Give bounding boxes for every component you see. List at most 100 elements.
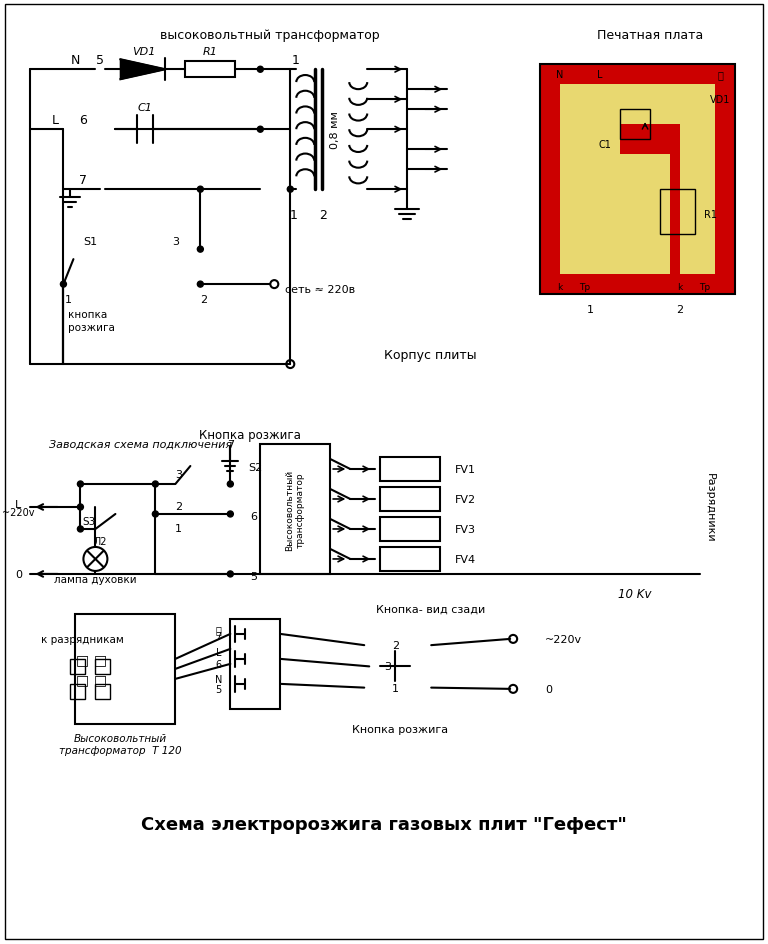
Circle shape	[257, 67, 263, 74]
Text: Высоковольтный
трансформатор  Т 120: Высоковольтный трансформатор Т 120	[59, 733, 182, 755]
Text: 1: 1	[291, 54, 300, 67]
Text: L: L	[598, 70, 603, 80]
Text: 2: 2	[200, 295, 207, 305]
Circle shape	[197, 247, 204, 253]
Text: S3: S3	[82, 516, 96, 527]
Text: ⏚: ⏚	[215, 624, 221, 634]
Text: 2: 2	[319, 209, 327, 222]
Text: Кнопка розжига: Кнопка розжига	[200, 428, 301, 441]
Text: 3: 3	[175, 469, 182, 480]
Text: лампа духовки: лампа духовки	[54, 574, 137, 584]
Bar	[230, 619, 280, 709]
Text: Схема электророзжига газовых плит "Гефест": Схема электророзжига газовых плит "Гефес…	[141, 815, 627, 833]
Bar	[260, 445, 330, 574]
Text: Высоковольтный
трансформатор: Высоковольтный трансформатор	[286, 469, 305, 550]
Text: Разрядники: Разрядники	[705, 473, 715, 542]
Text: Корпус плиты: Корпус плиты	[384, 348, 476, 362]
Text: 2: 2	[175, 501, 182, 512]
Text: Тр: Тр	[580, 282, 591, 292]
Polygon shape	[560, 85, 670, 275]
Polygon shape	[620, 85, 715, 126]
Text: 7: 7	[215, 632, 221, 641]
Text: □: □	[94, 652, 107, 666]
Text: C1: C1	[138, 103, 153, 113]
Bar	[71, 684, 85, 700]
Text: FV3: FV3	[455, 525, 476, 534]
Text: 10 Kv: 10 Kv	[618, 588, 652, 600]
Text: 7: 7	[79, 174, 88, 187]
Circle shape	[287, 187, 293, 193]
Circle shape	[227, 571, 233, 578]
Circle shape	[78, 504, 84, 511]
Text: S1: S1	[84, 237, 98, 247]
Text: кнопка: кнопка	[68, 310, 108, 320]
Circle shape	[197, 282, 204, 288]
Text: к разрядникам: к разрядникам	[41, 634, 124, 644]
Text: ~220v: ~220v	[2, 508, 35, 517]
Text: VD1: VD1	[131, 47, 155, 58]
Text: ~220v: ~220v	[545, 634, 582, 644]
Bar	[71, 659, 85, 674]
Text: R1: R1	[703, 210, 717, 220]
Text: Заводская схема подключения: Заводская схема подключения	[49, 440, 232, 449]
Text: Кнопка розжига: Кнопка розжига	[353, 724, 449, 734]
Text: 5: 5	[250, 571, 257, 582]
Text: k: k	[558, 282, 563, 292]
Text: N: N	[214, 674, 222, 684]
Bar	[540, 65, 735, 295]
Text: 1: 1	[392, 683, 399, 693]
Circle shape	[227, 481, 233, 487]
Text: Печатная плата: Печатная плата	[597, 28, 703, 42]
Bar	[95, 684, 111, 700]
Text: 0: 0	[545, 684, 552, 694]
Text: S2: S2	[248, 463, 263, 473]
Text: 0,8 мм: 0,8 мм	[330, 111, 340, 149]
Polygon shape	[121, 60, 165, 80]
Text: 2: 2	[677, 305, 684, 314]
Polygon shape	[680, 126, 715, 275]
Text: 6: 6	[250, 512, 257, 521]
Circle shape	[227, 512, 233, 517]
Text: L: L	[15, 499, 22, 510]
Text: FV4: FV4	[455, 554, 476, 565]
Text: C1: C1	[599, 140, 611, 150]
Circle shape	[197, 187, 204, 193]
Bar	[380, 517, 440, 541]
Text: сеть ≈ 220в: сеть ≈ 220в	[285, 285, 356, 295]
Bar	[380, 548, 440, 571]
Text: 6: 6	[79, 113, 88, 126]
Text: 3: 3	[384, 662, 391, 672]
Text: FV1: FV1	[455, 464, 476, 475]
Bar	[95, 659, 111, 674]
Text: Л2: Л2	[94, 536, 108, 547]
Text: 1: 1	[65, 295, 72, 305]
Text: VD1: VD1	[710, 95, 730, 105]
Bar	[540, 65, 735, 295]
Text: R1: R1	[203, 47, 218, 58]
Circle shape	[61, 282, 66, 288]
Bar	[380, 458, 440, 481]
Text: 1: 1	[175, 523, 182, 533]
Text: высоковольтный трансформатор: высоковольтный трансформатор	[161, 28, 380, 42]
Text: Тр: Тр	[700, 282, 710, 292]
Text: FV2: FV2	[455, 495, 476, 504]
Text: □: □	[76, 672, 89, 686]
Bar	[380, 487, 440, 512]
Bar	[75, 615, 175, 724]
Bar	[185, 62, 235, 78]
Text: 3: 3	[172, 237, 179, 247]
Bar	[660, 190, 695, 235]
Text: ⏚: ⏚	[717, 70, 723, 80]
Text: 6: 6	[215, 659, 221, 669]
Text: L: L	[216, 648, 221, 657]
Text: N: N	[557, 70, 564, 80]
Circle shape	[152, 512, 158, 517]
Text: 0: 0	[15, 569, 22, 580]
Text: N: N	[71, 54, 80, 67]
Text: k: k	[677, 282, 683, 292]
Bar	[620, 110, 650, 140]
Text: 1: 1	[290, 209, 297, 222]
Text: розжига: розжига	[68, 323, 115, 332]
Text: 5: 5	[215, 684, 221, 694]
Circle shape	[78, 527, 84, 532]
